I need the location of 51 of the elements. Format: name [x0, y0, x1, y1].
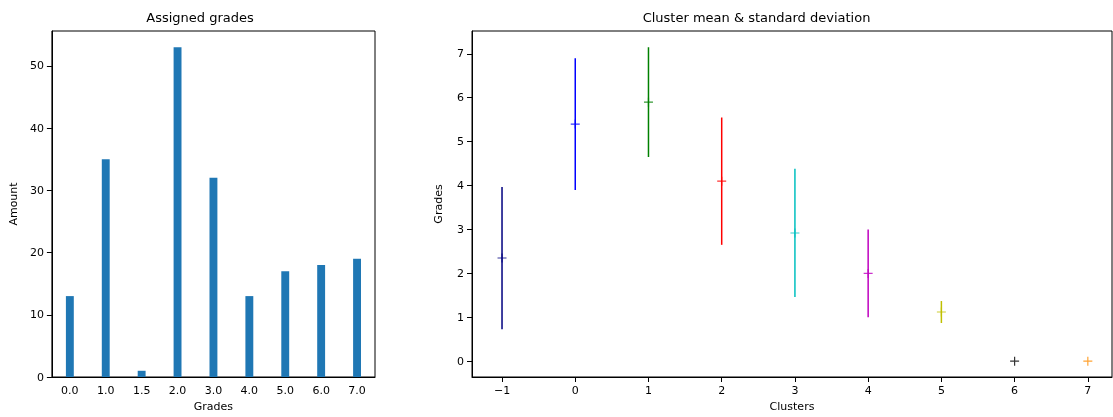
point — [496, 252, 508, 264]
bar — [281, 271, 290, 377]
bar — [317, 264, 326, 377]
x-tick-label: 3 — [791, 384, 799, 397]
y-axis-title: Grades — [432, 184, 445, 224]
x-tick-label: 5.0 — [276, 384, 294, 397]
x-tick-label: 4 — [864, 384, 872, 397]
y-tick-label: 6 — [457, 91, 464, 105]
x-tick-label: 5 — [937, 384, 945, 397]
y-tick-label: 5 — [457, 135, 464, 149]
chart-title: Assigned grades — [146, 10, 254, 25]
point — [789, 227, 801, 239]
bar — [245, 296, 254, 377]
chart-title: Cluster mean & standard deviation — [642, 10, 871, 25]
x-tick-label: 1.5 — [132, 384, 151, 397]
x-tick-label: 3.0 — [204, 384, 223, 397]
x-tick-label: 7.0 — [348, 384, 366, 397]
y-tick-label: 10 — [29, 308, 44, 322]
y-tick-label: 50 — [29, 59, 44, 73]
bar — [353, 258, 361, 377]
y-tick-label: 1 — [457, 310, 464, 324]
x-tick-label: 1 — [644, 384, 652, 397]
bar — [137, 370, 146, 377]
x-tick-label: 0 — [571, 384, 579, 397]
point — [936, 306, 947, 318]
x-tick-label: 7 — [1084, 384, 1092, 397]
y-tick-label: 30 — [29, 183, 44, 197]
y-tick-label: 0 — [36, 370, 44, 384]
y-tick-label: 40 — [29, 121, 44, 135]
bar — [65, 296, 74, 377]
x-tick-label: 2 — [718, 384, 726, 397]
y-tick-label: 0 — [457, 354, 464, 368]
y-tick-label: 2 — [457, 266, 464, 280]
x-tick-label: 0.0 — [61, 384, 79, 397]
bar — [209, 177, 218, 377]
y-tick-label: 20 — [29, 246, 44, 260]
bar — [101, 159, 110, 377]
point — [570, 118, 581, 130]
y-axis-title: Amount — [7, 181, 20, 226]
x-tick-label: −1 — [493, 384, 511, 397]
y-tick-label: 3 — [457, 222, 464, 236]
x-tick-label: 4.0 — [240, 384, 259, 397]
x-axis-title: Grades — [193, 400, 234, 413]
x-tick-label: 6.0 — [312, 384, 330, 397]
x-tick-label: 1.0 — [97, 384, 115, 397]
x-axis-title: Clusters — [769, 400, 815, 413]
x-tick-label: 6 — [1011, 384, 1019, 397]
point — [643, 97, 654, 108]
x-tick-label: 2.0 — [168, 384, 187, 397]
y-tick-label: 4 — [457, 179, 464, 193]
y-tick-label: 7 — [457, 47, 464, 61]
